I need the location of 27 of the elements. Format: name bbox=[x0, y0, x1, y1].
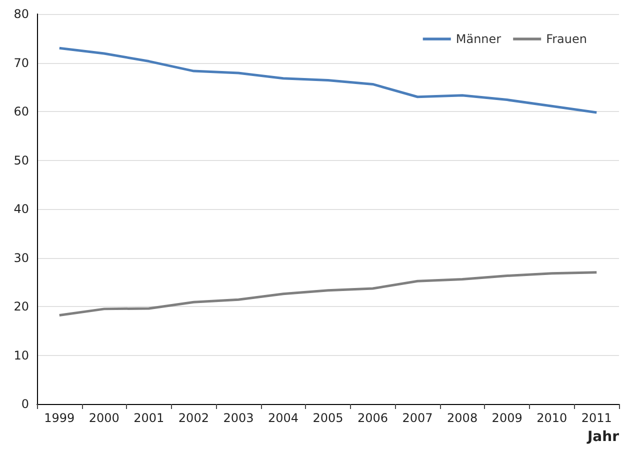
x-tick-label: 2001 bbox=[134, 411, 164, 425]
x-tick-label: 2011 bbox=[581, 411, 612, 425]
x-tick-label: 2004 bbox=[268, 411, 299, 425]
x-tick-label: 2006 bbox=[357, 411, 388, 425]
y-tick-label: 20 bbox=[14, 300, 29, 314]
x-tick-label: 2008 bbox=[447, 411, 478, 425]
x-axis-title: Jahr bbox=[586, 429, 620, 445]
legend-label: Männer bbox=[456, 32, 502, 46]
y-tick-label: 60 bbox=[14, 104, 29, 118]
x-tick-label: 1999 bbox=[44, 411, 75, 425]
x-tick-label: 2003 bbox=[223, 411, 254, 425]
x-tick-label: 2000 bbox=[88, 411, 120, 425]
y-tick-label: 80 bbox=[14, 7, 29, 21]
line-series bbox=[58, 46, 598, 114]
y-tick-label: 70 bbox=[14, 56, 29, 70]
x-tick-label: 2010 bbox=[536, 411, 568, 425]
x-tick-label: 2009 bbox=[492, 411, 522, 425]
y-tick-label: 40 bbox=[14, 202, 29, 216]
line-series bbox=[58, 271, 598, 317]
x-tick-label: 2002 bbox=[178, 411, 209, 425]
y-tick-label: 30 bbox=[14, 250, 29, 265]
x-tick-label: 2005 bbox=[312, 411, 344, 425]
x-tick-label: 2007 bbox=[402, 411, 433, 425]
y-tick-label: 0 bbox=[21, 397, 29, 411]
y-tick-label: 50 bbox=[14, 153, 29, 168]
legend-label: Frauen bbox=[546, 32, 588, 46]
y-tick-label: 10 bbox=[14, 348, 29, 362]
